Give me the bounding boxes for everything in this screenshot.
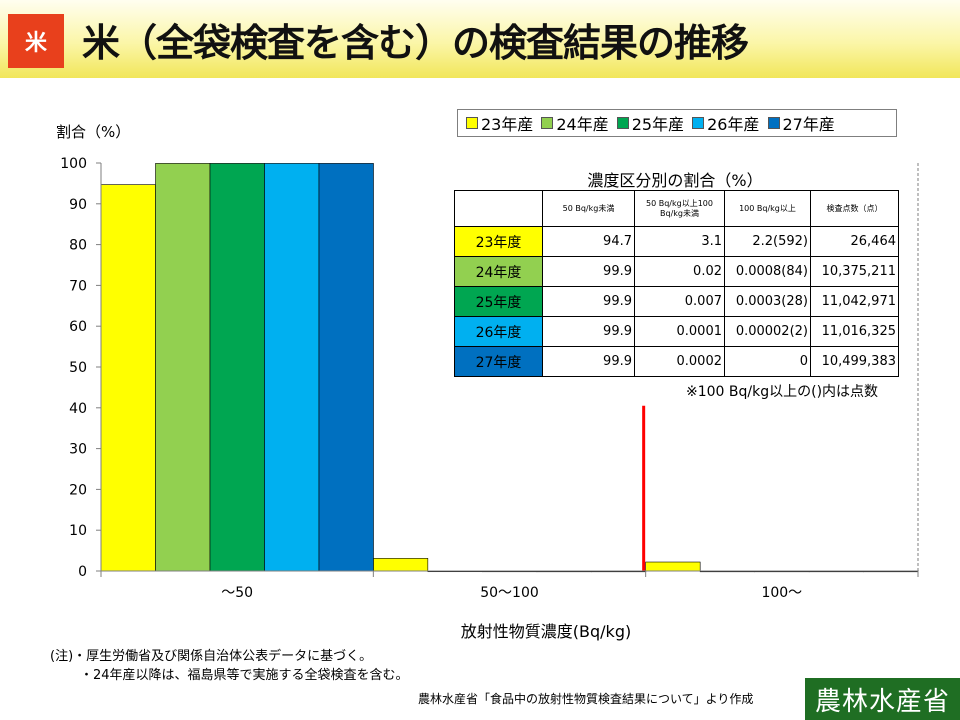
- table-cell: 0.007: [634, 286, 725, 317]
- table-year-cell: 24年度: [454, 256, 543, 287]
- legend-label: 24年産: [556, 115, 609, 134]
- bar-26年産-～50: [264, 163, 320, 572]
- page-title: 米（全袋検査を含む）の検査結果の推移: [82, 21, 749, 65]
- legend-swatch: [616, 117, 629, 129]
- y-tick-label: 70: [69, 278, 87, 294]
- legend-swatch: [466, 117, 478, 129]
- table-cell: 99.9: [542, 256, 635, 287]
- legend-item: 24年産: [541, 111, 609, 135]
- table-count-cell: 26,464: [810, 226, 899, 257]
- legend-label: 25年産: [631, 115, 685, 134]
- table-header-cell: [454, 190, 543, 227]
- table-cell: 94.7: [542, 226, 635, 257]
- category-badge: 米: [8, 14, 64, 68]
- y-tick-label: 90: [69, 197, 87, 213]
- note-line-1: (注)・厚生労働省及び関係自治体公表データに基づく。: [50, 649, 373, 664]
- table-header-row: 50 Bq/kg未満 50 Bq/kg以上100 Bq/kg未満 100 Bq/…: [454, 190, 899, 227]
- source-credit: 農林水産省「食品中の放射性物質検査結果について」より作成: [418, 692, 754, 706]
- table-row: 26年度 99.9 0.0001 0.00002(2) 11,016,325: [454, 316, 899, 347]
- legend-item: 25年産: [616, 111, 685, 135]
- table-header-cell: 検査点数（点）: [810, 190, 899, 227]
- table-row: 24年度 99.9 0.02 0.0008(84) 10,375,211: [454, 256, 899, 287]
- chart-legend: 23年産 24年産 25年産 26年産 27年産: [457, 109, 897, 137]
- table-year-cell: 23年度: [454, 226, 543, 257]
- x-tick-label: 100～: [761, 585, 802, 601]
- y-tick-label: 20: [69, 482, 87, 498]
- table-cell: 0.0001: [634, 316, 725, 347]
- concentration-table: 50 Bq/kg未満 50 Bq/kg以上100 Bq/kg未満 100 Bq/…: [454, 190, 899, 377]
- table-year-cell: 27年度: [454, 346, 543, 377]
- note-line-2: ・24年産以降は、福島県等で実施する全袋検査を含む。: [80, 668, 409, 683]
- table-cell: 0.00002(2): [724, 316, 811, 347]
- legend-swatch: [692, 117, 705, 129]
- legend-item: 27年産: [767, 111, 835, 135]
- table-cell: 0.0002: [634, 346, 725, 377]
- legend-swatch: [541, 117, 554, 129]
- x-axis-label: 放射性物質濃度(Bq/kg): [460, 622, 632, 641]
- table-year-cell: 26年度: [454, 316, 543, 347]
- bar-25年産-～50: [209, 163, 265, 572]
- y-tick-label: 30: [69, 442, 87, 458]
- y-tick-label: 60: [69, 319, 87, 335]
- table-count-cell: 10,375,211: [810, 256, 899, 287]
- title-banner: 米 米（全袋検査を含む）の検査結果の推移: [0, 0, 960, 78]
- y-tick-label: 10: [69, 523, 87, 539]
- table-count-cell: 11,016,325: [810, 316, 899, 347]
- table-cell: 2.2(592): [724, 226, 811, 257]
- y-tick-label: 100: [60, 156, 87, 172]
- table-header-cell: 100 Bq/kg以上: [724, 190, 811, 227]
- y-tick-label: 50: [69, 360, 87, 376]
- x-tick-label: ～50: [221, 585, 253, 601]
- table-header-cell: 50 Bq/kg以上100 Bq/kg未満: [634, 190, 725, 227]
- bar-23年産-50～100: [373, 558, 429, 572]
- legend-label: 23年産: [481, 115, 534, 134]
- legend-swatch: [767, 117, 780, 129]
- table-header-cell: 50 Bq/kg未満: [542, 190, 635, 227]
- table-cell: 3.1: [634, 226, 725, 257]
- table-cell: 99.9: [542, 286, 635, 317]
- table-cell: 0.0003(28): [724, 286, 811, 317]
- bar-24年産-～50: [155, 163, 211, 572]
- bar-23年産-100～: [645, 561, 701, 572]
- bar-27年産-～50: [318, 163, 374, 572]
- table-cell: 0.0008(84): [724, 256, 811, 287]
- table-cell: 0: [724, 346, 811, 377]
- table-row: 23年度 94.7 3.1 2.2(592) 26,464: [454, 226, 899, 257]
- table-footnote: ※100 Bq/kg以上の()内は点数: [686, 384, 879, 400]
- x-tick-label: 50～100: [480, 585, 539, 601]
- legend-label: 26年産: [707, 115, 760, 134]
- legend-label: 27年産: [782, 115, 835, 134]
- table-row: 27年度 99.9 0.0002 0 10,499,383: [454, 346, 899, 377]
- table-title: 濃度区分別の割合（%）: [587, 171, 763, 190]
- table-row: 25年度 99.9 0.007 0.0003(28) 11,042,971: [454, 286, 899, 317]
- table-cell: 99.9: [542, 346, 635, 377]
- table-cell: 0.02: [634, 256, 725, 287]
- y-tick-label: 0: [78, 564, 87, 580]
- table-year-cell: 25年度: [454, 286, 543, 317]
- y-tick-label: 80: [69, 238, 87, 254]
- legend-item: 23年産: [466, 111, 533, 135]
- legend-item: 26年産: [692, 111, 760, 135]
- bar-23年産-～50: [100, 184, 156, 572]
- table-count-cell: 10,499,383: [810, 346, 899, 377]
- y-tick-label: 40: [69, 401, 87, 417]
- table-cell: 99.9: [542, 316, 635, 347]
- y-axis-label: 割合（%）: [56, 123, 131, 141]
- table-count-cell: 11,042,971: [810, 286, 899, 317]
- ministry-logo: 農林水産省: [805, 678, 960, 720]
